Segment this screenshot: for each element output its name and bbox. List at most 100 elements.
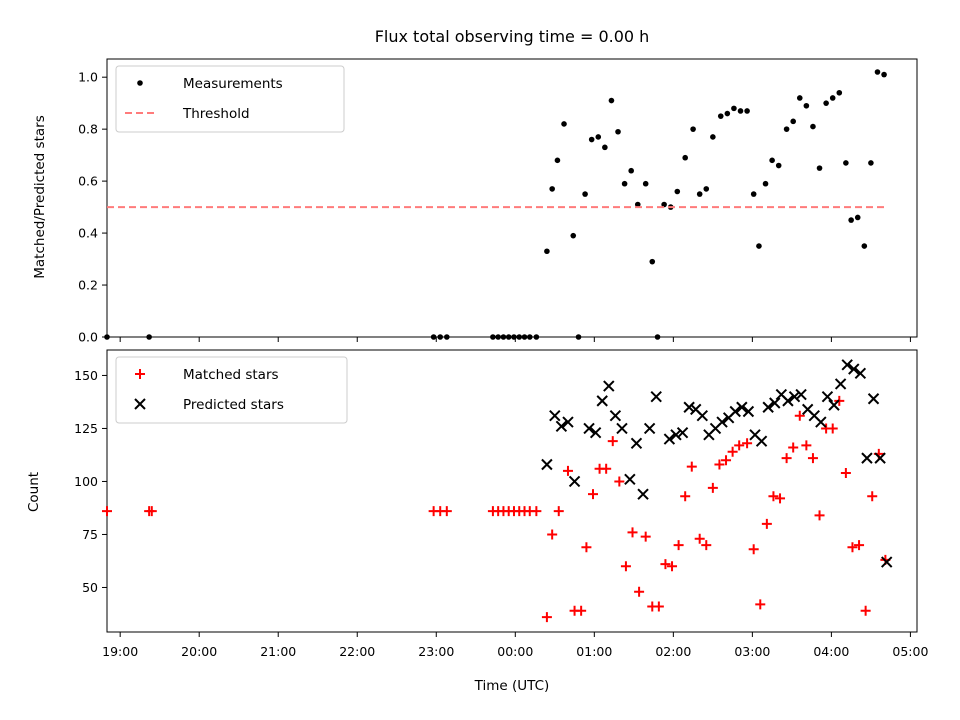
measurement-point [756, 243, 762, 249]
predicted-star-point [874, 452, 886, 464]
matched-star-point [775, 493, 786, 504]
top-legend: Measurements Threshold [115, 65, 345, 133]
top-y-tick-label: 0.6 [78, 174, 98, 189]
matched-star-point [701, 540, 712, 551]
bottom-legend-box [115, 356, 348, 424]
matched-star-point [748, 544, 759, 555]
predicted-star-point [769, 397, 781, 409]
measurement-point [854, 214, 861, 221]
matched-star-point [867, 491, 878, 502]
matched-star-point [860, 605, 871, 616]
x-tick-label: 02:00 [655, 644, 691, 659]
bottom-axes-frame [106, 349, 918, 633]
legend-matched-swatch [135, 369, 145, 379]
legend-label: Measurements [183, 76, 283, 92]
measurement-point [621, 180, 628, 187]
predicted-star-point [795, 388, 807, 401]
measurement-point [829, 95, 836, 101]
predicted-star-point [596, 395, 608, 407]
measurement-point [437, 334, 444, 340]
legend-label: Matched stars [183, 367, 279, 383]
matched-star-point [727, 446, 738, 457]
measurement-point [602, 144, 608, 151]
predicted-star-point [867, 393, 880, 405]
predicted-star-point [549, 410, 561, 422]
measurement-point [848, 217, 854, 223]
x-tick-label: 21:00 [260, 644, 296, 659]
measurement-point [661, 201, 667, 208]
measurement-point [682, 154, 688, 161]
matched-star-point [576, 605, 587, 616]
x-tick-label: 05:00 [892, 644, 928, 659]
matched-star-point [781, 453, 792, 464]
matched-star-point [801, 440, 812, 451]
predicted-star-point [880, 556, 893, 568]
matched-star-point [714, 459, 725, 470]
measurement-point [843, 160, 849, 166]
predicted-star-point [624, 473, 636, 486]
predicted-star-point [828, 399, 840, 411]
x-tick-label: 23:00 [418, 644, 454, 659]
measurement-point [146, 334, 152, 340]
measurement-point [554, 157, 561, 164]
predicted-star-point [583, 422, 595, 435]
measurement-point [803, 102, 810, 109]
top-y-tick-label: 1.0 [78, 70, 98, 85]
measurement-point [654, 334, 661, 340]
matched-star-point [627, 527, 638, 538]
matched-star-point [660, 559, 671, 570]
chart-title: Flux total observing time = 0.00 h [375, 27, 650, 46]
predicted-star-point [650, 390, 662, 403]
predicted-star-point [670, 429, 682, 441]
predicted-star-point [663, 433, 676, 445]
measurement-point [674, 188, 681, 195]
measurement-point [615, 128, 621, 135]
legend-label: Threshold [182, 106, 250, 122]
matched-star-point [847, 542, 858, 553]
measurement-point [790, 118, 796, 125]
measurement-point [823, 100, 829, 106]
x-tick-label: 03:00 [734, 644, 770, 659]
matched-star-point [614, 476, 625, 487]
matched-star-point [553, 506, 564, 517]
predicted-star-point [788, 390, 801, 403]
measurement-point [769, 157, 775, 164]
bottom-y-tick-label: 150 [74, 368, 98, 383]
matched-star-point [854, 540, 865, 551]
measurement-point [731, 105, 737, 112]
measurement-point [561, 121, 567, 127]
matched-star-point [607, 436, 618, 447]
matched-star-point [761, 518, 772, 529]
measurement-point [500, 334, 507, 340]
measurement-point [588, 136, 595, 143]
predicted-star-point [616, 422, 628, 435]
matched-star-point [840, 467, 851, 478]
top-y-axis-label: Matched/Predicted stars [32, 115, 48, 278]
matched-star-point [146, 506, 157, 517]
measurement-point [750, 191, 757, 197]
measurement-point [762, 180, 769, 187]
bottom-y-tick-label: 100 [74, 474, 98, 489]
matched-star-point [694, 533, 705, 544]
measurement-point [444, 334, 450, 340]
predicted-star-point [729, 405, 741, 418]
predicted-star-point [782, 395, 794, 407]
measurement-point [104, 334, 110, 340]
matched-star-point [667, 561, 678, 572]
measurement-point [495, 334, 501, 340]
predicted-star-point [742, 405, 755, 418]
matched-star-point [601, 463, 612, 474]
predicted-star-point [841, 359, 853, 371]
matched-star-point [634, 586, 645, 597]
measurement-point [582, 191, 588, 197]
legend-predicted-swatch [134, 398, 146, 410]
measurement-point [649, 258, 656, 265]
measurement-point [717, 113, 724, 119]
predicted-star-point [676, 426, 689, 439]
predicted-star-point [555, 420, 568, 433]
measurement-point [881, 71, 887, 78]
x-tick-label: 19:00 [102, 644, 138, 659]
measurement-point [544, 248, 550, 255]
x-tick-label: 00:00 [497, 644, 533, 659]
x-tick-label: 04:00 [813, 644, 849, 659]
